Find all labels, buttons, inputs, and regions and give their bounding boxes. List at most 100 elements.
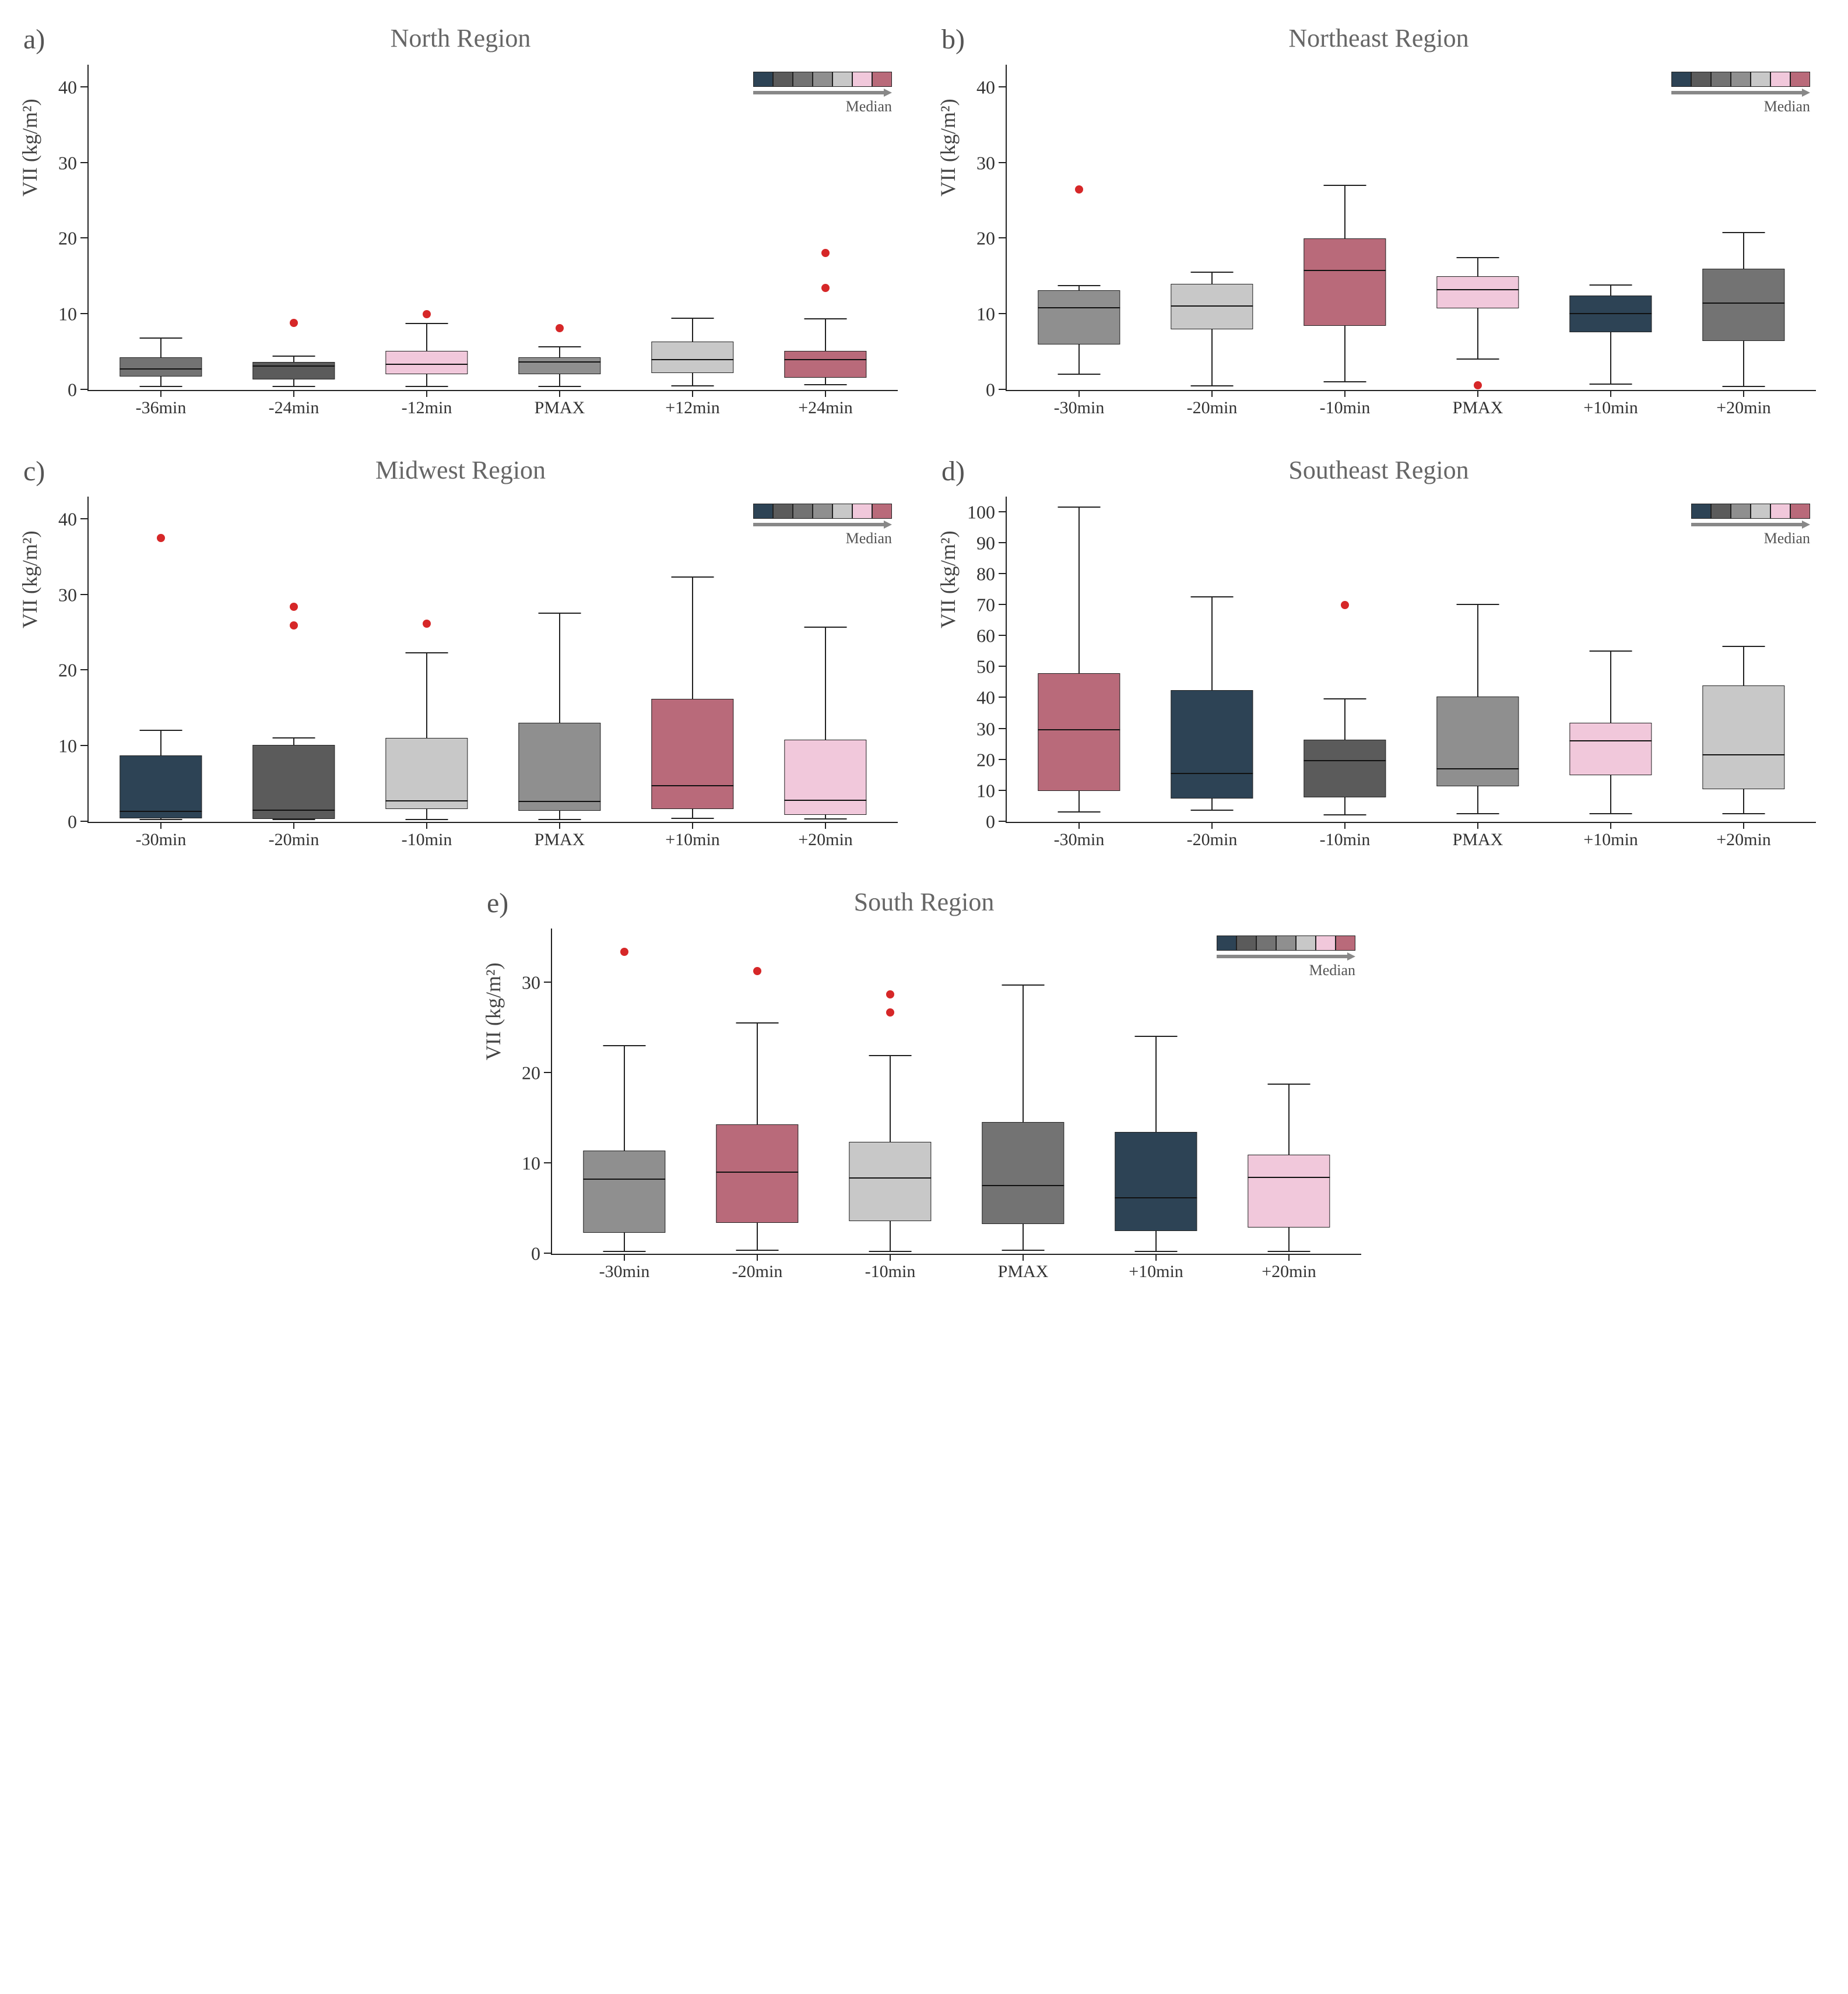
whisker-cap xyxy=(804,384,847,385)
box-column: -30min xyxy=(1013,497,1146,822)
outlier-point xyxy=(1341,601,1349,609)
whisker-cap xyxy=(1457,257,1499,258)
whisker-cap xyxy=(406,819,448,820)
x-tick xyxy=(1211,822,1213,829)
y-tick xyxy=(80,821,89,822)
median-line xyxy=(1248,1177,1330,1178)
box-column: PMAX xyxy=(493,497,626,822)
y-tick-label: 10 xyxy=(58,304,77,325)
box xyxy=(518,357,600,374)
x-tick xyxy=(1155,1254,1157,1261)
median-line xyxy=(1171,773,1253,774)
whisker-cap xyxy=(603,1045,646,1046)
whisker-cap xyxy=(539,819,581,820)
panel-letter: c) xyxy=(23,455,45,487)
y-tick-label: 40 xyxy=(58,76,77,98)
y-tick-label: 0 xyxy=(986,811,995,833)
box-column: -10min xyxy=(1278,65,1411,390)
x-tick xyxy=(692,822,693,829)
outlier-point xyxy=(1075,185,1083,194)
whisker-cap xyxy=(1590,384,1632,385)
whisker-cap xyxy=(140,730,182,731)
x-tick xyxy=(1743,390,1744,397)
box-column: PMAX xyxy=(957,929,1090,1254)
y-tick xyxy=(80,669,89,670)
whisker-line xyxy=(1477,258,1478,360)
x-tick xyxy=(559,822,560,829)
x-tick xyxy=(1477,390,1478,397)
whisker-cap xyxy=(672,385,714,386)
box xyxy=(1038,290,1120,344)
whisker-cap xyxy=(406,652,448,653)
median-line xyxy=(784,359,866,360)
whisker-cap xyxy=(804,818,847,820)
box-column: -12min xyxy=(360,65,493,390)
whisker-cap xyxy=(1002,984,1045,986)
whisker-cap xyxy=(869,1251,912,1252)
whisker-cap xyxy=(672,318,714,319)
median-line xyxy=(1702,754,1784,755)
whisker-cap xyxy=(273,819,315,820)
box xyxy=(120,755,202,818)
whisker-cap xyxy=(1590,650,1632,652)
median-line xyxy=(651,785,733,786)
x-tick-label: -10min xyxy=(865,1262,916,1282)
box-column: +20min xyxy=(1222,929,1355,1254)
chart-panel: c)Midwest RegionVII (kg/m²)010203040Medi… xyxy=(23,455,907,858)
box-column: PMAX xyxy=(1411,497,1544,822)
outlier-point xyxy=(1474,381,1482,389)
median-line xyxy=(716,1172,798,1173)
box xyxy=(1038,673,1120,791)
x-tick-label: -30min xyxy=(1054,830,1105,850)
box-column: -10min xyxy=(824,929,957,1254)
y-tick xyxy=(999,666,1007,667)
box xyxy=(120,357,202,376)
y-tick xyxy=(999,604,1007,605)
y-tick xyxy=(80,313,89,314)
whisker-cap xyxy=(603,1251,646,1252)
x-tick xyxy=(825,390,826,397)
x-tick-label: PMAX xyxy=(535,830,585,850)
box-column: -20min xyxy=(1146,497,1278,822)
panel-title: North Region xyxy=(23,23,898,53)
x-tick-label: +20min xyxy=(1716,830,1771,850)
median-line xyxy=(1038,729,1120,730)
y-tick xyxy=(80,86,89,87)
box xyxy=(982,1122,1064,1224)
plot-area: 010203040Median-30min-20min-10minPMAX+10… xyxy=(87,497,898,823)
whisker-cap xyxy=(1058,285,1101,286)
x-tick-label: -30min xyxy=(1054,398,1105,418)
outlier-point xyxy=(290,621,298,630)
x-tick xyxy=(1610,822,1611,829)
y-axis-label: VII (kg/m²) xyxy=(936,99,960,196)
x-tick-label: -30min xyxy=(599,1262,650,1282)
median-line xyxy=(1569,313,1652,314)
x-tick-label: -10min xyxy=(1320,830,1371,850)
median-line xyxy=(1304,760,1386,761)
x-tick xyxy=(1344,390,1345,397)
whisker-cap xyxy=(1058,811,1101,813)
whisker-cap xyxy=(406,386,448,387)
whisker-cap xyxy=(1324,185,1366,186)
y-tick xyxy=(999,790,1007,791)
outlier-point xyxy=(886,990,894,998)
x-tick xyxy=(1477,822,1478,829)
box-column: -30min xyxy=(1013,65,1146,390)
outlier-point xyxy=(290,603,298,611)
x-tick xyxy=(757,1254,758,1261)
x-tick-label: -10min xyxy=(1320,398,1371,418)
y-tick-label: 40 xyxy=(976,687,995,709)
whisker-cap xyxy=(672,576,714,578)
box-column: -36min xyxy=(94,65,227,390)
box xyxy=(385,351,468,374)
outlier-point xyxy=(157,534,165,542)
y-tick xyxy=(999,573,1007,574)
x-tick-label: PMAX xyxy=(535,398,585,418)
y-tick-label: 40 xyxy=(58,508,77,530)
whisker-cap xyxy=(1135,1251,1178,1252)
median-line xyxy=(1436,768,1519,769)
y-tick-label: 0 xyxy=(68,811,77,833)
whisker-cap xyxy=(1590,284,1632,286)
box xyxy=(849,1142,931,1221)
y-tick xyxy=(999,821,1007,822)
